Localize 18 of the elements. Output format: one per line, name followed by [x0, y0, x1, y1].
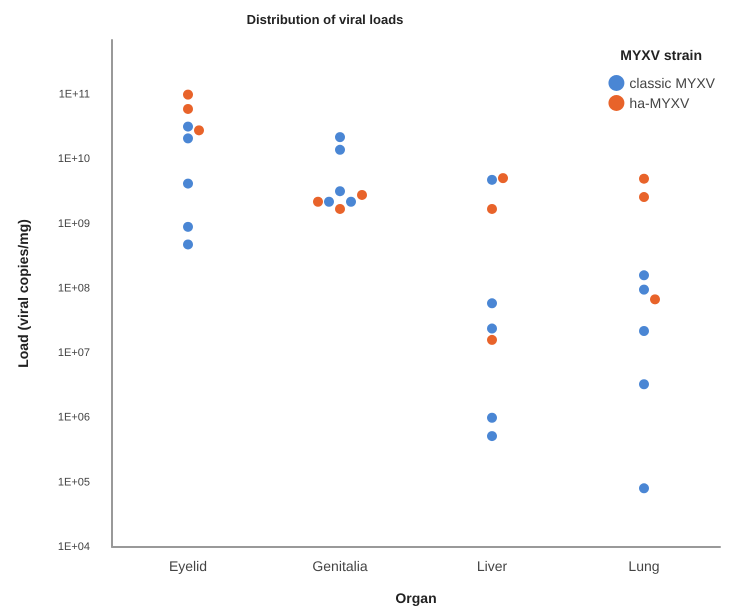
y-tick-label: 1E+05 — [58, 476, 90, 488]
y-tick-label: 1E+04 — [58, 541, 90, 553]
y-axis-title: Load (viral copies/mg) — [15, 219, 31, 368]
legend-label: classic MYXV — [629, 75, 716, 91]
y-tick-label: 1E+07 — [58, 347, 90, 360]
x-tick-label: Eyelid — [168, 558, 208, 574]
chart-title: Distribution of viral loads — [246, 12, 404, 27]
legend-title: MYXV strain — [620, 47, 702, 63]
x-tick-label: Lung — [628, 558, 660, 574]
x-tick-label: Liver — [476, 558, 508, 574]
y-tick-label: 1E+11 — [58, 88, 90, 101]
x-axis-title: Organ — [395, 590, 437, 606]
x-tick-label: Genitalia — [312, 558, 368, 574]
legend-label: ha-MYXV — [629, 95, 690, 111]
y-tick-label: 1E+09 — [58, 218, 90, 230]
y-tick-label: 1E+10 — [58, 153, 90, 166]
y-tick-label: 1E+06 — [58, 412, 90, 424]
y-tick-label: 1E+08 — [58, 282, 90, 294]
